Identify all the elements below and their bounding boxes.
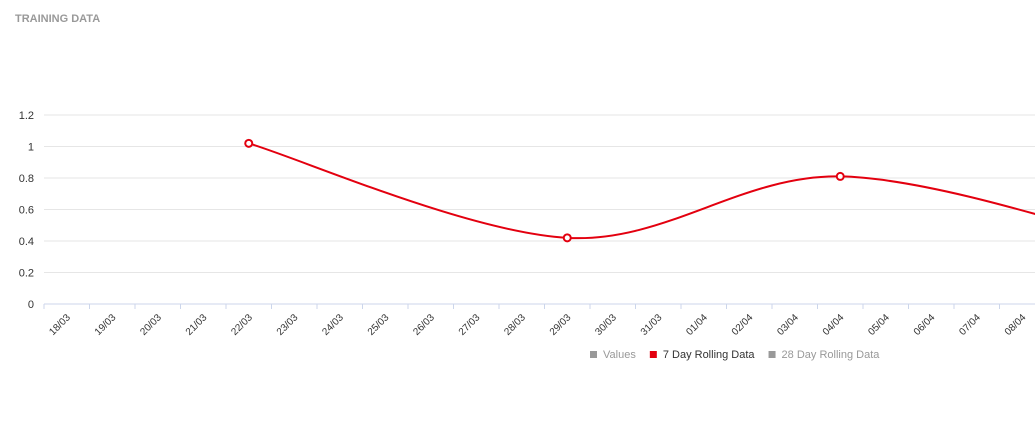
x-tick-label: 22/03 <box>229 312 255 338</box>
point <box>562 233 572 243</box>
y-tick-label: 0.6 <box>19 205 34 217</box>
y-tick-label: 1.2 <box>19 110 34 122</box>
x-tick-label: 24/03 <box>320 312 346 338</box>
chart-title: TRAINING DATA <box>15 13 100 25</box>
x-tick-label: 31/03 <box>639 312 665 338</box>
legend-label[interactable]: 28 Day Rolling Data <box>782 349 881 361</box>
y-tick-label: 0.2 <box>19 268 34 280</box>
legend-swatch <box>649 351 657 358</box>
point <box>244 138 254 148</box>
x-tick-label: 03/04 <box>775 312 801 338</box>
x-tick-label: 19/03 <box>93 312 119 338</box>
x-tick-label: 04/04 <box>821 312 847 338</box>
x-tick-label: 02/04 <box>730 312 756 338</box>
x-tick-label: 08/04 <box>1003 312 1029 338</box>
point <box>835 171 845 181</box>
x-tick-label: 07/04 <box>957 312 983 338</box>
y-tick-label: 1 <box>28 142 34 154</box>
x-tick-label: 28/03 <box>502 312 528 338</box>
legend-swatch <box>768 351 776 358</box>
y-tick-label: 0 <box>28 299 34 311</box>
x-tick-label: 23/03 <box>275 312 301 338</box>
x-tick-label: 26/03 <box>411 312 437 338</box>
x-tick-label: 01/04 <box>684 312 710 338</box>
legend-swatch <box>590 351 597 358</box>
x-tick-label: 05/04 <box>866 312 892 338</box>
y-tick-label: 0.8 <box>19 173 34 185</box>
x-tick-label: 29/03 <box>548 312 574 338</box>
legend-label[interactable]: 7 Day Rolling Data <box>663 349 756 361</box>
x-tick-label: 18/03 <box>47 312 73 338</box>
y-tick-label: 0.4 <box>19 236 34 248</box>
x-tick-label: 20/03 <box>138 312 164 338</box>
x-tick-label: 21/03 <box>184 312 210 338</box>
x-tick-label: 30/03 <box>593 312 619 338</box>
line <box>248 142 1035 240</box>
x-tick-label: 06/04 <box>912 312 938 338</box>
legend-label[interactable]: Values <box>603 349 636 361</box>
x-tick-label: 25/03 <box>366 312 392 338</box>
x-tick-label: 27/03 <box>457 312 483 338</box>
